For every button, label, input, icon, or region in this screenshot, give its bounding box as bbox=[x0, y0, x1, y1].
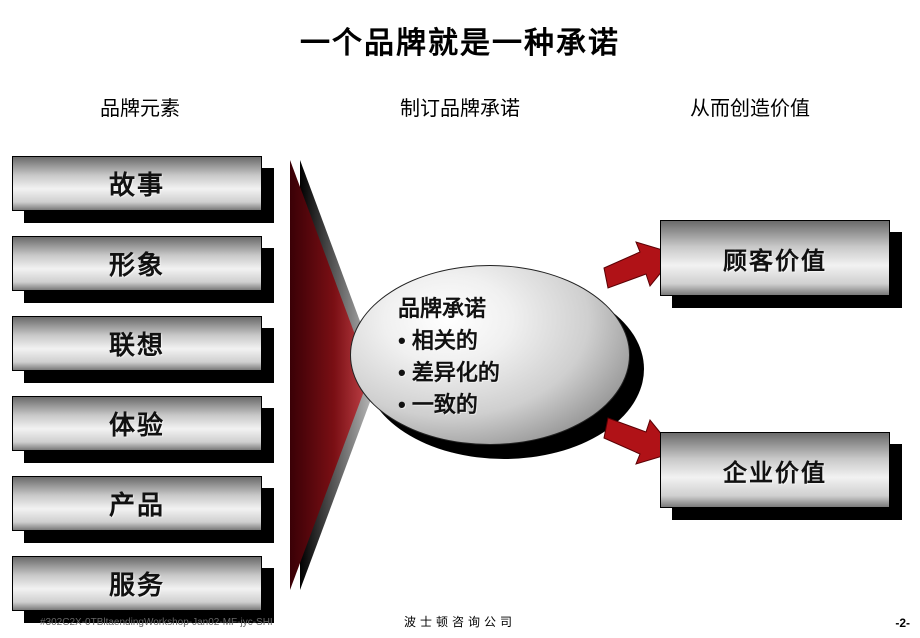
ellipse-bullet-2: • 差异化的 bbox=[398, 357, 500, 389]
ellipse-bullet-1: • 相关的 bbox=[398, 325, 500, 357]
page-number: -2- bbox=[895, 616, 910, 630]
slide: 一个品牌就是一种承诺 品牌元素 制订品牌承诺 从而创造价值 故事 形象 联想 体… bbox=[0, 0, 920, 638]
ellipse-bullet-3: • 一致的 bbox=[398, 389, 500, 421]
ellipse-title: 品牌承诺 bbox=[398, 293, 500, 325]
footer-company: 波士顿咨询公司 bbox=[0, 613, 920, 630]
value-button-customer: 顾客价值 bbox=[660, 220, 890, 296]
value-button-enterprise: 企业价值 bbox=[660, 432, 890, 508]
